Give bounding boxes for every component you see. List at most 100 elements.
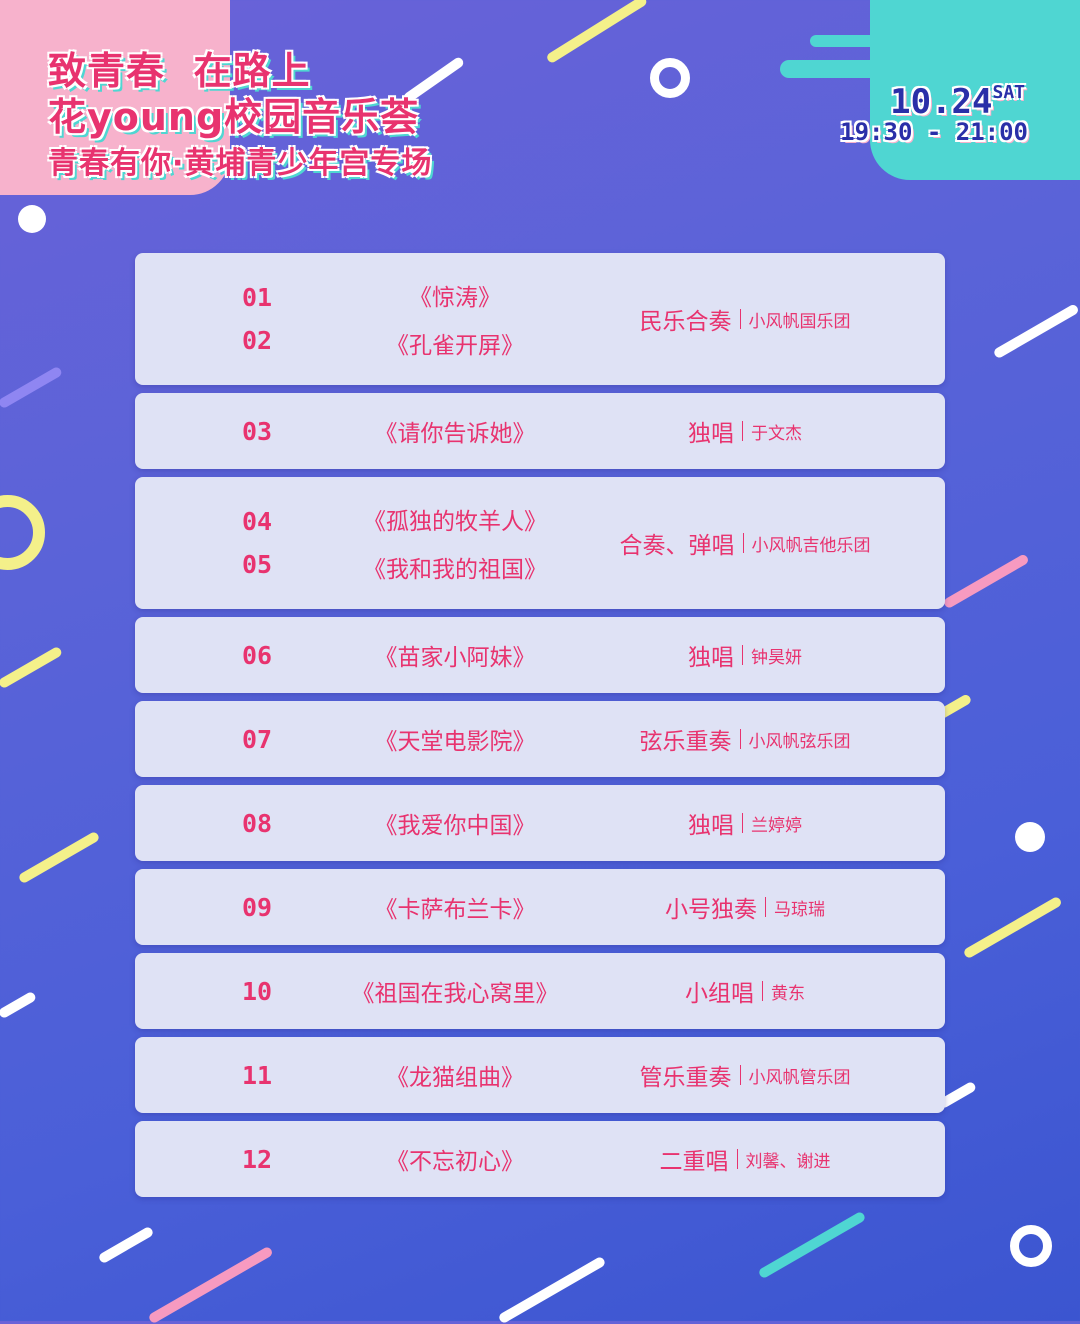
deco-stripe (962, 895, 1063, 960)
performer-info: 民乐合奏 小风帆国乐团 (575, 253, 915, 385)
event-date: 10.24SAT (890, 82, 1025, 122)
performance-type: 合奏、弹唱 (619, 533, 735, 559)
performer-info: 管乐重奏 小风帆管乐团 (575, 1037, 915, 1113)
event-time: 19:30 - 21:00 (840, 118, 1028, 146)
item-numbers: 09 (205, 869, 309, 945)
song-titles: 《祖国在我心窝里》 (345, 953, 565, 1029)
item-numbers: 10 (205, 953, 309, 1029)
deco-stripe (942, 553, 1030, 610)
program-item: 08 《我爱你中国》 独唱 兰婷婷 (135, 785, 945, 861)
date-value: 10.24 (890, 82, 993, 122)
deco-stripe (0, 365, 64, 410)
song-titles: 《孤独的牧羊人》 《我和我的祖国》 (345, 477, 565, 609)
item-numbers: 06 (205, 617, 309, 693)
item-numbers: 04 05 (205, 477, 309, 609)
deco-ring (1015, 822, 1045, 852)
performer-name: 小风帆国乐团 (748, 311, 851, 332)
divider (742, 421, 743, 441)
song-titles: 《不忘初心》 (345, 1121, 565, 1197)
item-numbers: 08 (205, 785, 309, 861)
divider (739, 1065, 741, 1085)
item-number: 08 (241, 808, 273, 838)
teal-blob (780, 60, 930, 78)
item-number: 12 (241, 1144, 273, 1174)
song-title: 《不忘初心》 (386, 1149, 524, 1175)
weekday: SAT (992, 82, 1025, 103)
title-line-2: 花young校园音乐荟 (48, 95, 420, 139)
performance-type: 小号独奏 (665, 897, 757, 923)
performer-info: 二重唱 刘馨、谢进 (575, 1121, 915, 1197)
program-item: 03 《请你告诉她》 独唱 于文杰 (135, 393, 945, 469)
deco-ring (18, 205, 46, 233)
program-item: 01 02 《惊涛》 《孔雀开屏》 民乐合奏 小风帆国乐团 (135, 253, 945, 385)
song-titles: 《天堂电影院》 (345, 701, 565, 777)
performer-name: 刘馨、谢进 (745, 1151, 831, 1172)
performer-name: 小风帆吉他乐团 (751, 535, 871, 556)
performer-name: 马琼瑞 (774, 899, 825, 920)
teal-blob (870, 0, 1080, 180)
performer-info: 独唱 兰婷婷 (575, 785, 915, 861)
item-number: 03 (241, 416, 273, 446)
deco-stripe (757, 1210, 867, 1280)
deco-stripe (0, 990, 38, 1020)
song-titles: 《请你告诉她》 (345, 393, 565, 469)
performer-info: 弦乐重奏 小风帆弦乐团 (575, 701, 915, 777)
program-item: 06 《苗家小阿妹》 独唱 钟昊妍 (135, 617, 945, 693)
performer-name: 黄东 (771, 983, 805, 1004)
divider (736, 1149, 738, 1169)
performance-type: 二重唱 (659, 1149, 729, 1175)
song-title: 《我爱你中国》 (374, 813, 536, 839)
song-titles: 《我爱你中国》 (345, 785, 565, 861)
divider (739, 729, 741, 749)
performer-name: 于文杰 (751, 423, 802, 444)
program-item: 07 《天堂电影院》 弦乐重奏 小风帆弦乐团 (135, 701, 945, 777)
divider (739, 309, 741, 329)
item-number: 05 (241, 550, 273, 579)
subtitle: 青春有你·黄埔青少年宫专场 (48, 146, 433, 181)
performer-info: 独唱 钟昊妍 (575, 617, 915, 693)
title-line-1: 致青春 在路上 (48, 49, 311, 93)
song-title: 《惊涛》 (409, 285, 501, 311)
deco-ring (0, 495, 45, 570)
deco-stripe (545, 0, 649, 65)
song-titles: 《惊涛》《孔雀开屏》 (345, 253, 565, 385)
song-title: 《龙猫组曲》 (386, 1065, 524, 1091)
deco-stripe (97, 1225, 155, 1265)
divider (742, 645, 743, 665)
song-titles: 《苗家小阿妹》 (345, 617, 565, 693)
program-item: 11 《龙猫组曲》 管乐重奏 小风帆管乐团 (135, 1037, 945, 1113)
divider (762, 981, 763, 1001)
deco-stripe (17, 830, 101, 885)
item-numbers: 12 (205, 1121, 309, 1197)
divider (765, 897, 766, 917)
song-title: 《孔雀开屏》 (386, 333, 524, 359)
deco-stripe (0, 645, 64, 690)
divider (742, 813, 743, 833)
song-title: 《请你告诉她》 (374, 421, 536, 447)
item-number: 11 (241, 1060, 273, 1090)
teal-blob (810, 35, 930, 47)
song-titles: 《卡萨布兰卡》 (345, 869, 565, 945)
program-item: 04 05 《孤独的牧羊人》 《我和我的祖国》 合奏、弹唱 小风帆吉他乐团 (135, 477, 945, 609)
item-number: 06 (241, 640, 273, 670)
item-number: 07 (241, 724, 273, 754)
performance-type: 民乐合奏 (639, 309, 732, 335)
song-titles: 《龙猫组曲》 (345, 1037, 565, 1113)
item-numbers: 03 (205, 393, 309, 469)
song-title: 《苗家小阿妹》 (374, 645, 536, 671)
deco-stripe (992, 303, 1080, 360)
performer-name: 小风帆管乐团 (748, 1067, 851, 1088)
song-title: 《孤独的牧羊人》 (363, 509, 547, 535)
performance-type: 管乐重奏 (639, 1065, 732, 1091)
performer-name: 兰婷婷 (751, 815, 802, 836)
deco-ring (650, 58, 690, 98)
program-item: 09 《卡萨布兰卡》 小号独奏 马琼瑞 (135, 869, 945, 945)
performer-name: 钟昊妍 (751, 647, 802, 668)
deco-stripe (147, 1245, 274, 1324)
item-number: 09 (241, 892, 273, 922)
performance-type: 弦乐重奏 (639, 729, 732, 755)
song-title: 《祖国在我心窝里》 (351, 981, 559, 1007)
deco-stripe (497, 1255, 607, 1324)
song-title: 《天堂电影院》 (374, 729, 536, 755)
performer-info: 小号独奏 马琼瑞 (575, 869, 915, 945)
